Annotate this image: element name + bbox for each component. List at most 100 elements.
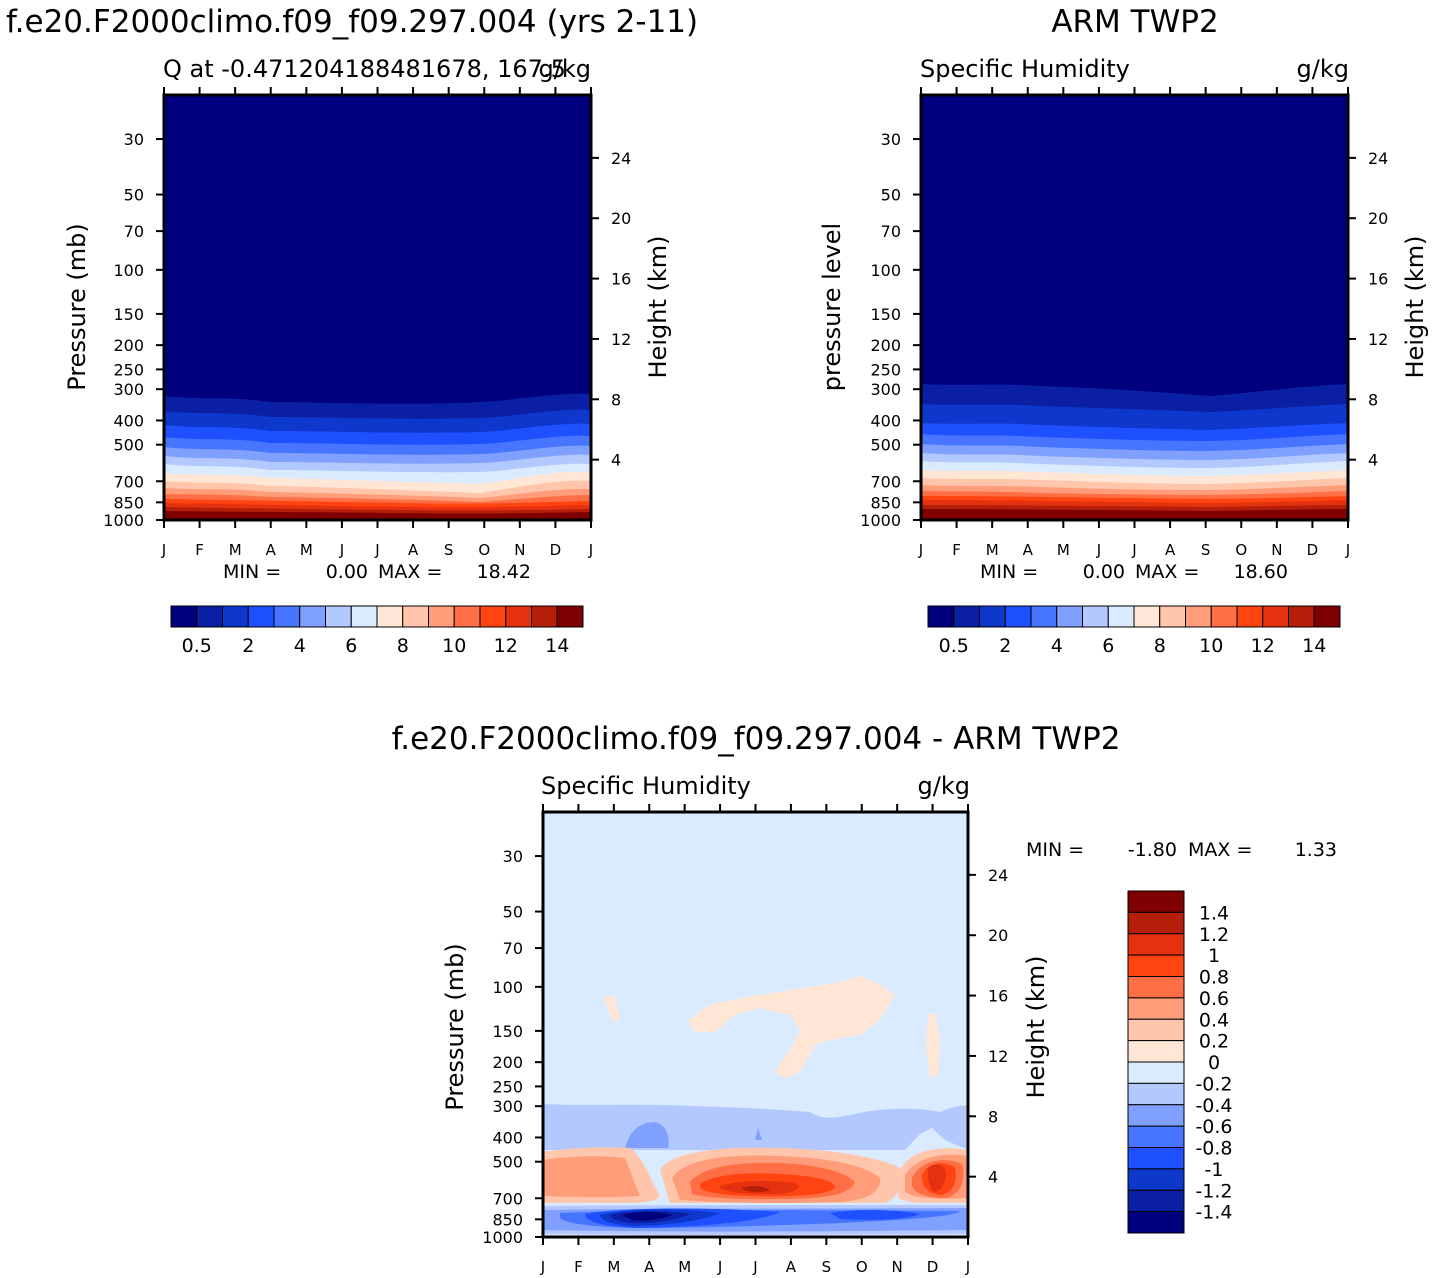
colorbar-label: -0.6 — [1195, 1116, 1232, 1138]
colorbar-label: 0.5 — [939, 635, 969, 657]
colorbar-label: 1.4 — [1199, 902, 1229, 924]
y-right-tick-label: 4 — [988, 1168, 998, 1187]
panel-obs-min-label: MIN = — [980, 561, 1038, 583]
colorbar-swatch — [1127, 1125, 1185, 1148]
colorbar-swatch — [1313, 605, 1341, 628]
y-right-tick-label: 16 — [988, 987, 1008, 1006]
panel-obs: ARM TWP2 Specific Humidity g/kg J F M A M J J A… — [818, 4, 1429, 657]
x-tick-label: J — [752, 1258, 757, 1276]
x-tick-label: J — [161, 541, 166, 559]
x-tick-label: A — [786, 1258, 797, 1276]
colorbar-label: -0.4 — [1195, 1095, 1232, 1117]
colorbar-label: 2 — [999, 635, 1011, 657]
y-right-tick-label: 24 — [611, 149, 631, 168]
contour-band — [742, 1186, 770, 1193]
panel-obs-max-value: 18.60 — [1234, 561, 1288, 583]
colorbar-swatch — [1127, 1147, 1185, 1170]
colorbar-swatch — [196, 605, 223, 628]
y-tick-label: 50 — [503, 903, 523, 922]
colorbar-swatch — [1127, 1189, 1185, 1213]
contour-blob — [926, 1012, 940, 1078]
x-tick-label: O — [478, 541, 490, 559]
x-tick-label: M — [229, 541, 242, 559]
colorbar-label: 6 — [345, 635, 357, 657]
colorbar-swatch — [428, 605, 455, 628]
colorbar-swatch — [979, 605, 1006, 628]
x-tick-label: J — [717, 1258, 722, 1276]
panel-diff-field — [543, 812, 968, 1237]
panel-obs-ylabel-right: Height (km) — [1401, 236, 1429, 379]
colorbar-swatch — [402, 605, 429, 628]
colorbar-swatch — [1127, 954, 1185, 977]
colorbar-swatch — [479, 605, 507, 628]
y-tick-label: 100 — [492, 978, 523, 997]
panel-model: f.e20.F2000climo.f09_f09.297.004 (yrs 2-… — [6, 4, 698, 657]
y-tick-label: 150 — [492, 1022, 523, 1041]
colorbar-swatch — [1127, 1040, 1185, 1063]
panel-obs-field — [921, 95, 1348, 520]
panel-model-header: f.e20.F2000climo.f09_f09.297.004 (yrs 2-… — [6, 4, 698, 40]
y-right-tick-label: 12 — [1368, 330, 1388, 349]
y-right-tick-label: 4 — [1368, 451, 1378, 470]
y-right-tick-label: 20 — [1368, 209, 1388, 228]
panel-diff-min-label: MIN = — [1026, 839, 1084, 861]
y-tick-label: 850 — [492, 1210, 523, 1229]
colorbar-label: 10 — [442, 635, 466, 657]
colorbar-swatch — [1159, 605, 1186, 628]
panel-obs-max-label: MAX = — [1135, 561, 1199, 583]
y-tick-label: 700 — [870, 472, 901, 491]
x-tick-label: J — [339, 541, 344, 559]
y-tick-label: 200 — [492, 1053, 523, 1072]
contour-blob — [625, 1122, 669, 1148]
panel-diff-max-label: MAX = — [1188, 839, 1252, 861]
y-tick-label: 30 — [503, 847, 523, 866]
y-tick-label: 70 — [881, 222, 901, 241]
x-tick-label: A — [266, 541, 277, 559]
x-tick-label: N — [1271, 541, 1282, 559]
colorbar-swatch — [222, 605, 249, 628]
panel-obs-units: g/kg — [1297, 55, 1349, 83]
y-tick-label: 250 — [870, 360, 901, 379]
colorbar-label: 0.2 — [1199, 1031, 1229, 1053]
y-tick-label: 150 — [113, 305, 144, 324]
y-tick-label: 30 — [881, 130, 901, 149]
x-tick-label: J — [540, 1258, 545, 1276]
x-tick-label: M — [678, 1258, 691, 1276]
y-tick-label: 500 — [492, 1153, 523, 1172]
contour-band — [164, 511, 591, 520]
panel-diff-ylabel: Pressure (mb) — [441, 943, 469, 1110]
colorbar-swatch — [1236, 605, 1264, 628]
x-tick-label: F — [952, 541, 961, 559]
y-tick-label: 850 — [113, 493, 144, 512]
colorbar-swatch — [1127, 997, 1185, 1020]
x-tick-label: A — [1165, 541, 1176, 559]
y-tick-label: 700 — [113, 472, 144, 491]
panel-model-units: g/kg — [539, 55, 591, 83]
panel-diff: f.e20.F2000climo.f09_f09.297.004 - ARM T… — [392, 721, 1337, 1276]
y-right-tick-label: 16 — [611, 270, 631, 289]
colorbar-swatch — [505, 605, 532, 628]
colorbar-swatch — [1056, 605, 1083, 628]
colorbar-swatch — [1185, 605, 1212, 628]
x-tick-label: M — [300, 541, 313, 559]
y-tick-label: 50 — [124, 186, 144, 205]
y-right-tick-label: 20 — [988, 926, 1008, 945]
colorbar-swatch — [1127, 1082, 1185, 1106]
colorbar-swatch — [325, 605, 352, 628]
x-tick-label: M — [607, 1258, 620, 1276]
colorbar-swatch — [1133, 605, 1161, 628]
colorbar-swatch — [350, 605, 378, 628]
colorbar-label: 6 — [1102, 635, 1114, 657]
y-tick-label: 1000 — [103, 511, 144, 530]
y-tick-label: 300 — [870, 380, 901, 399]
x-tick-label: S — [822, 1258, 832, 1276]
colorbar-label: 0 — [1208, 1052, 1220, 1074]
panel-diff-header: f.e20.F2000climo.f09_f09.297.004 - ARM T… — [392, 721, 1121, 757]
x-tick-label: S — [444, 541, 454, 559]
y-tick-label: 70 — [124, 222, 144, 241]
y-right-tick-label: 12 — [611, 330, 631, 349]
y-tick-label: 200 — [113, 336, 144, 355]
x-tick-label: F — [195, 541, 204, 559]
x-tick-label: A — [1023, 541, 1034, 559]
